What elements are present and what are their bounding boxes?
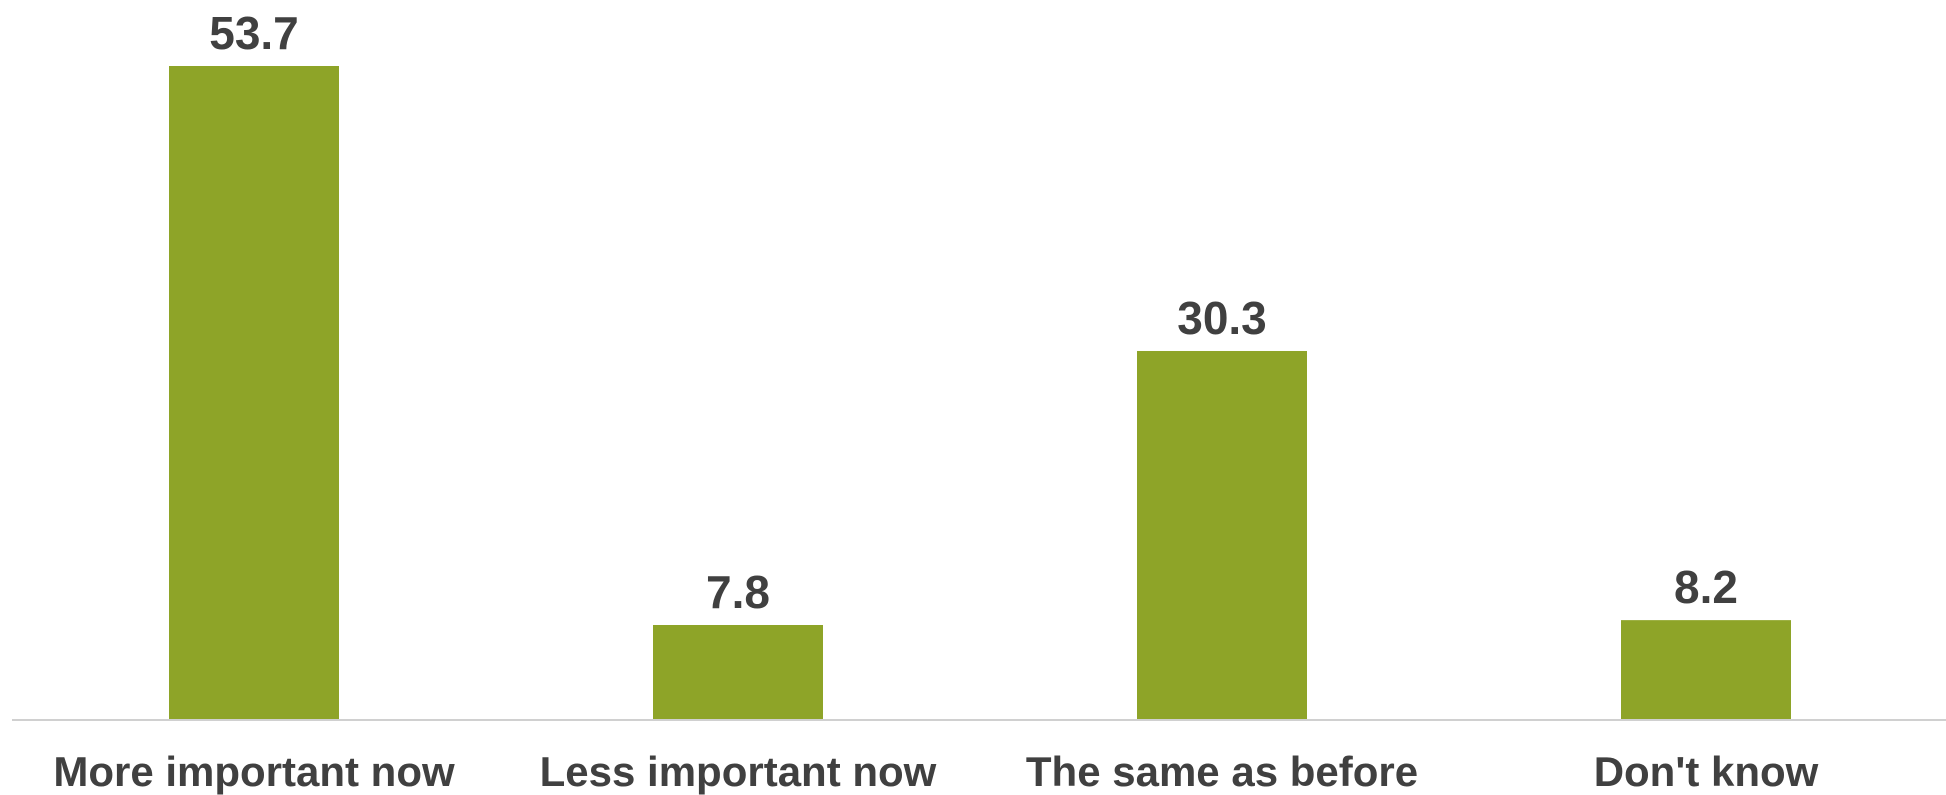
bar-less-important-now xyxy=(653,625,823,720)
data-label-less-important-now: 7.8 xyxy=(706,566,770,618)
bar-don-t-know xyxy=(1621,620,1791,720)
bars-group xyxy=(169,66,1791,720)
category-label-more-important-now: More important now xyxy=(53,748,455,795)
data-label-more-important-now: 53.7 xyxy=(209,7,299,59)
category-labels-group: More important now Less important now The … xyxy=(53,748,1818,795)
bar-the-same-as-before xyxy=(1137,350,1307,720)
data-label-don-t-know: 8.2 xyxy=(1674,561,1738,613)
category-label-less-important-now: Less important now xyxy=(540,748,937,795)
category-label-don-t-know: Don't know xyxy=(1594,748,1819,795)
data-label-the-same-as-before: 30.3 xyxy=(1177,292,1267,344)
data-labels-group: 53.7 7.8 30.3 8.2 xyxy=(209,7,1738,618)
category-label-the-same-as-before: The same as before xyxy=(1026,748,1418,795)
bar-more-important-now xyxy=(169,66,339,720)
